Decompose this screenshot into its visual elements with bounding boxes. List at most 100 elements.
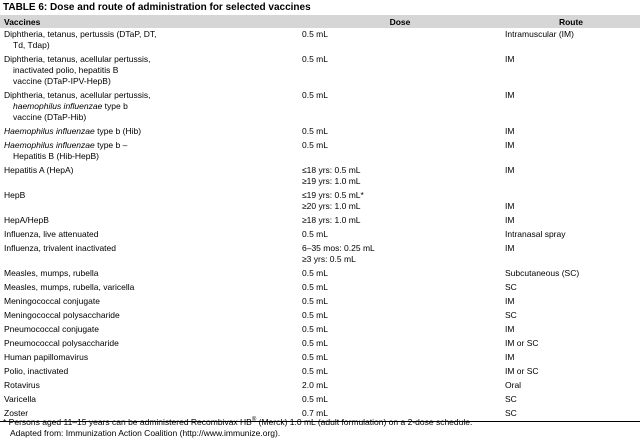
table-row: Diphtheria, tetanus, pertussis (DTaP, DT… bbox=[0, 28, 640, 53]
text-segment: (Merck) 1.0 mL (adult formulation) on a … bbox=[256, 417, 473, 427]
text-segment: ≥20 yrs: 1.0 mL bbox=[302, 201, 361, 211]
cell-line: 0.5 mL bbox=[302, 90, 498, 101]
dose-cell: 0.5 mL bbox=[298, 139, 501, 164]
text-segment: 0.5 mL bbox=[302, 268, 328, 278]
text-segment: IM bbox=[505, 215, 515, 225]
text-segment: Td, Tdap) bbox=[13, 40, 50, 50]
footnote-line: * Persons aged 11–15 years can be admini… bbox=[3, 417, 472, 428]
cell-line: 0.5 mL bbox=[302, 140, 498, 151]
vaccine-cell: Polio, inactivated bbox=[0, 365, 298, 379]
column-header: Dose bbox=[298, 15, 501, 28]
column-header: Vaccines bbox=[0, 15, 298, 28]
dose-cell: ≤18 yrs: 0.5 mL ≥19 yrs: 1.0 mL bbox=[298, 164, 501, 189]
cell-line: SC bbox=[505, 310, 637, 321]
text-segment: 0.5 mL bbox=[302, 54, 328, 64]
cell-line: 0.5 mL bbox=[302, 338, 498, 349]
cell-line: ≥18 yrs: 1.0 mL bbox=[302, 215, 498, 226]
route-cell: IM bbox=[501, 323, 640, 337]
cell-line: Influenza, trivalent inactivated bbox=[4, 243, 295, 254]
cell-line: Oral bbox=[505, 380, 637, 391]
text-segment: 0.5 mL bbox=[302, 310, 328, 320]
table-row: Influenza, trivalent inactivated 6–35 mos… bbox=[0, 242, 640, 267]
text-segment: Diphtheria, tetanus, acellular pertussis… bbox=[4, 54, 151, 64]
cell-line: Haemophilus influenzae type b – bbox=[4, 140, 295, 151]
route-cell: IM bbox=[501, 125, 640, 139]
text-segment: Meningococcal polysaccharide bbox=[4, 310, 120, 320]
cell-line: 0.5 mL bbox=[302, 394, 498, 405]
cell-line: SC bbox=[505, 394, 637, 405]
table-row: Diphtheria, tetanus, acellular pertussis… bbox=[0, 53, 640, 89]
table-row: Pneumococcal polysaccharide 0.5 mL IM or S… bbox=[0, 337, 640, 351]
route-cell: SC bbox=[501, 281, 640, 295]
text-segment: IM or SC bbox=[505, 338, 539, 348]
styled-segment: haemophilus influenzae bbox=[13, 101, 103, 111]
text-segment: Varicella bbox=[4, 394, 36, 404]
cell-line: 0.5 mL bbox=[302, 366, 498, 377]
cell-line: 0.5 mL bbox=[302, 126, 498, 137]
route-cell: IM bbox=[501, 164, 640, 189]
vaccine-cell: Zoster bbox=[0, 407, 298, 422]
cell-line: ≤19 yrs: 0.5 mL* bbox=[302, 190, 498, 201]
route-cell: SC bbox=[501, 407, 640, 422]
cell-line: IM bbox=[505, 201, 637, 212]
cell-line: 0.5 mL bbox=[302, 310, 498, 321]
cell-line: IM bbox=[505, 165, 637, 176]
dose-cell: 0.5 mL bbox=[298, 28, 501, 53]
cell-line: Hepatitis A (HepA) bbox=[4, 165, 295, 176]
text-segment: Diphtheria, tetanus, pertussis (DTaP, DT… bbox=[4, 29, 157, 39]
dose-cell: 0.5 mL bbox=[298, 337, 501, 351]
dose-cell: 0.5 mL bbox=[298, 125, 501, 139]
cell-line: ≥20 yrs: 1.0 mL bbox=[302, 201, 498, 212]
dose-cell: 0.5 mL bbox=[298, 89, 501, 125]
route-cell: IM bbox=[501, 242, 640, 267]
dose-cell: ≤19 yrs: 0.5 mL* ≥20 yrs: 1.0 mL bbox=[298, 189, 501, 214]
dose-cell: 0.5 mL bbox=[298, 267, 501, 281]
text-segment: SC bbox=[505, 408, 517, 418]
footnote-line: Adapted from: Immunization Action Coalit… bbox=[3, 428, 472, 439]
text-segment: IM bbox=[505, 243, 515, 253]
vaccine-cell: HepA/HepB bbox=[0, 214, 298, 228]
text-segment: HepA/HepB bbox=[4, 215, 49, 225]
vaccine-cell: Diphtheria, tetanus, pertussis (DTaP, DT… bbox=[0, 28, 298, 53]
text-segment: Diphtheria, tetanus, acellular pertussis… bbox=[4, 90, 151, 100]
table-row: HepA/HepB ≥18 yrs: 1.0 mL IM bbox=[0, 214, 640, 228]
text-segment: IM bbox=[505, 296, 515, 306]
dose-cell: 0.5 mL bbox=[298, 309, 501, 323]
text-segment: 0.5 mL bbox=[302, 366, 328, 376]
text-segment: ≥18 yrs: 1.0 mL bbox=[302, 215, 361, 225]
cell-line: Intramuscular (IM) bbox=[505, 29, 637, 40]
text-segment: * Persons aged 11–15 years can be admini… bbox=[3, 417, 252, 427]
text-segment: Measles, mumps, rubella bbox=[4, 268, 99, 278]
vaccine-cell: HepB bbox=[0, 189, 298, 214]
cell-line: IM bbox=[505, 54, 637, 65]
cell-line: IM bbox=[505, 352, 637, 363]
cell-line: Human papillomavirus bbox=[4, 352, 295, 363]
cell-line: SC bbox=[505, 282, 637, 293]
cell-line: haemophilus influenzae type b bbox=[4, 101, 295, 112]
table-row: Hepatitis A (HepA) ≤18 yrs: 0.5 mL ≥19 yrs… bbox=[0, 164, 640, 189]
cell-line: IM bbox=[505, 126, 637, 137]
text-segment: 0.5 mL bbox=[302, 29, 328, 39]
text-segment: Polio, inactivated bbox=[4, 366, 69, 376]
table-row: HepB ≤19 yrs: 0.5 mL* ≥20 yrs: 1.0 mL IM bbox=[0, 189, 640, 214]
styled-segment: Haemophilus influenzae bbox=[4, 140, 95, 150]
dose-cell: 0.5 mL bbox=[298, 323, 501, 337]
cell-line: Subcutaneous (SC) bbox=[505, 268, 637, 279]
cell-line: Measles, mumps, rubella bbox=[4, 268, 295, 279]
cell-line: SC bbox=[505, 408, 637, 419]
route-cell: Subcutaneous (SC) bbox=[501, 267, 640, 281]
route-cell: IM bbox=[501, 295, 640, 309]
vaccine-cell: Meningococcal conjugate bbox=[0, 295, 298, 309]
cell-line: 0.7 mL bbox=[302, 408, 498, 419]
vaccine-cell: Varicella bbox=[0, 393, 298, 407]
text-segment: 0.5 mL bbox=[302, 140, 328, 150]
text-segment: Influenza, trivalent inactivated bbox=[4, 243, 116, 253]
cell-line: 0.5 mL bbox=[302, 229, 498, 240]
cell-line: Influenza, live attenuated bbox=[4, 229, 295, 240]
text-segment: Oral bbox=[505, 380, 522, 390]
text-segment: ≤18 yrs: 0.5 mL bbox=[302, 165, 361, 175]
cell-line: Diphtheria, tetanus, acellular pertussis… bbox=[4, 54, 295, 65]
cell-line: 0.5 mL bbox=[302, 324, 498, 335]
cell-line: Polio, inactivated bbox=[4, 366, 295, 377]
text-segment: IM bbox=[505, 201, 515, 211]
